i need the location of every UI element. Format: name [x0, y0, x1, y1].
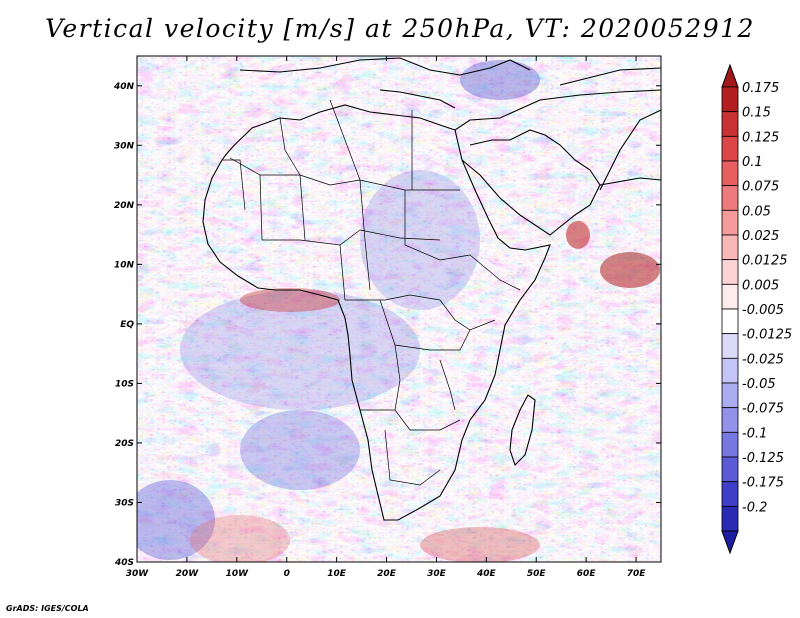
colorbar-label: -0.175	[742, 476, 784, 491]
lat-tick-label: 10S	[115, 379, 134, 389]
colorbar-label: -0.125	[742, 451, 784, 466]
lon-tick-label: 50E	[527, 569, 547, 579]
colorbar-swatch	[721, 135, 739, 162]
colorbar-swatch	[721, 160, 739, 187]
colorbar-swatch	[721, 382, 739, 409]
lat-tick-label: 20S	[115, 439, 134, 449]
colorbar-swatch	[721, 234, 739, 261]
colorbar-swatch	[721, 209, 739, 236]
lon-tick-label: 20W	[176, 569, 200, 579]
colorbar-label: 0.15	[742, 106, 771, 121]
lon-tick-label: 40E	[476, 569, 497, 579]
colorbar-label: 0.075	[742, 180, 779, 195]
colorbar-label: -0.05	[742, 377, 776, 392]
lat-tick-label: 10N	[114, 260, 135, 270]
map-frame	[136, 55, 662, 563]
colorbar-label: -0.005	[742, 303, 784, 318]
lon-tick-label: 30E	[427, 569, 447, 579]
longitude-axis: 30W 20W 10W 0 10E 20E 30E 40E 50E 60E 70E	[126, 56, 646, 579]
colorbar-label: 0.005	[742, 278, 779, 293]
map-title: Vertical velocity [m/s] at 250hPa, VT: 2…	[45, 14, 755, 43]
colorbar-label: 0.125	[742, 130, 779, 145]
lat-tick-label: 40S	[114, 558, 134, 568]
colorbar-label: -0.025	[742, 352, 784, 367]
colorbar: 0.175 0.15 0.125 0.1 0.075 0.05 0.025 0.0125 0.0…	[721, 63, 792, 555]
lat-tick-label: 40N	[113, 82, 135, 92]
latitude-axis: 40N 30N 20N 10N EQ 10S 20S 30S 40S	[113, 82, 661, 568]
lon-tick-label: 60E	[577, 569, 597, 579]
colorbar-swatch	[721, 185, 739, 211]
lon-tick-label: 20E	[377, 569, 397, 579]
lon-tick-label: 70E	[627, 569, 647, 579]
colorbar-swatch	[721, 505, 739, 532]
country-borders	[222, 99, 521, 486]
colorbar-label: -0.2	[742, 500, 767, 515]
lon-tick-label: 10E	[327, 569, 347, 579]
lat-tick-label: 30N	[114, 141, 135, 151]
colorbar-swatch	[721, 431, 739, 458]
colorbar-swatch	[721, 333, 739, 359]
colorbar-swatch	[721, 259, 739, 285]
colorbar-label: 0.025	[742, 229, 779, 244]
lon-tick-label: 10W	[226, 569, 250, 579]
colorbar-label: 0.05	[742, 204, 771, 219]
colorbar-top-arrow	[721, 63, 739, 88]
colorbar-swatch	[721, 456, 739, 483]
lon-tick-label: 0	[284, 569, 290, 579]
colorbar-label: -0.0125	[742, 328, 792, 343]
colorbar-swatch	[721, 357, 739, 384]
colorbar-swatch	[721, 308, 739, 335]
lat-tick-label: 30S	[115, 498, 134, 508]
lat-tick-label: 20N	[114, 201, 135, 211]
velocity-field	[137, 56, 661, 562]
colorbar-label: -0.1	[742, 426, 767, 441]
colorbar-label: 0.0125	[742, 254, 788, 269]
colorbar-swatch	[721, 481, 739, 507]
colorbar-label: 0.1	[742, 155, 763, 170]
colorbar-swatch	[721, 111, 739, 137]
colorbar-label: 0.175	[742, 81, 779, 96]
colorbar-swatch	[721, 283, 739, 310]
colorbar-bottom-arrow	[721, 530, 739, 555]
colorbar-label: -0.075	[742, 402, 784, 417]
grads-credit: GrADS: IGES/COLA	[6, 604, 89, 613]
lon-tick-label: 30W	[126, 569, 150, 579]
colorbar-swatch	[721, 86, 739, 113]
colorbar-swatch	[721, 407, 739, 433]
lat-tick-label: EQ	[120, 320, 134, 330]
